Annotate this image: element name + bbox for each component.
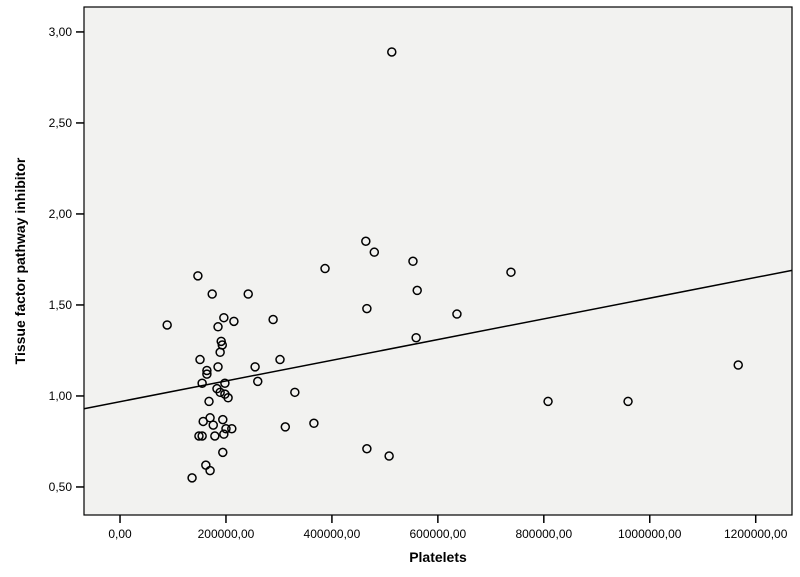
- scatter-point: [204, 396, 214, 407]
- scatter-point: [411, 332, 421, 343]
- scatter-point: [202, 365, 212, 376]
- scatter-point: [198, 416, 208, 427]
- scatter-point: [408, 256, 418, 267]
- scatter-point: [275, 354, 285, 365]
- scatter-point: [387, 47, 397, 57]
- scatter-point: [229, 316, 239, 327]
- scatter-point: [208, 420, 219, 430]
- scatter-point: [412, 285, 422, 296]
- scatter-point: [362, 303, 372, 314]
- scatter-point: [280, 422, 291, 432]
- scatter-point: [218, 447, 228, 458]
- scatter-point: [218, 414, 228, 425]
- scatter-point: [623, 396, 633, 407]
- scatter-point: [253, 376, 263, 387]
- scatter-point: [243, 289, 253, 299]
- x-tick-label: 600000,00: [410, 527, 467, 541]
- scatter-point: [221, 423, 231, 434]
- scatter-point: [187, 473, 197, 483]
- scatter-point: [162, 320, 172, 330]
- scatter-point: [202, 369, 212, 379]
- x-tick-label: 0,00: [108, 527, 132, 541]
- scatter-point: [543, 396, 553, 407]
- scatter-point: [384, 451, 394, 461]
- y-tick-label: 1,00: [49, 389, 73, 403]
- scatter-point: [197, 431, 207, 441]
- scatter-point: [215, 387, 225, 398]
- scatter-point: [219, 429, 229, 439]
- scatter-point: [361, 236, 371, 247]
- scatter-point: [227, 423, 237, 434]
- x-tick-label: 1000000,00: [618, 527, 682, 541]
- scatter-point: [506, 267, 516, 277]
- scatter-point: [290, 387, 300, 398]
- scatter-point: [210, 431, 220, 441]
- y-axis-title: Tissue factor pathway inhibitor: [12, 157, 28, 365]
- y-tick-label: 3,00: [49, 25, 73, 39]
- x-tick-label: 1200000,00: [724, 527, 788, 541]
- y-tick-label: 1,50: [49, 298, 73, 312]
- x-tick-label: 800000,00: [515, 527, 572, 541]
- y-tick-label: 2,50: [49, 116, 73, 130]
- scatter-point: [220, 378, 230, 388]
- scatter-point: [452, 309, 462, 319]
- scatter-point: [197, 378, 207, 388]
- scatter-point: [213, 362, 223, 372]
- scatter-point: [213, 322, 223, 332]
- scatter-point: [733, 360, 743, 370]
- scatter-point: [195, 354, 205, 365]
- scatter-point: [369, 247, 380, 257]
- scatter-point: [223, 393, 233, 403]
- scatter-point: [194, 431, 204, 441]
- scatter-point: [215, 347, 225, 358]
- scatter-point: [207, 289, 217, 299]
- fit-line: [83, 269, 793, 410]
- x-axis-title: Platelets: [409, 549, 467, 565]
- scatter-point: [309, 418, 319, 429]
- plot-area: [83, 6, 793, 516]
- scatter-point: [219, 312, 229, 323]
- y-tick-label: 2,00: [49, 207, 73, 221]
- x-tick-label: 400000,00: [304, 527, 361, 541]
- scatter-point: [320, 263, 330, 274]
- scatter-point: [362, 443, 372, 454]
- scatter-point: [250, 362, 260, 372]
- x-tick-label: 200000,00: [198, 527, 255, 541]
- y-tick-label: 0,50: [49, 480, 73, 494]
- scatter-point: [268, 314, 278, 325]
- scatter-point: [205, 465, 215, 476]
- scatter-point: [193, 271, 203, 281]
